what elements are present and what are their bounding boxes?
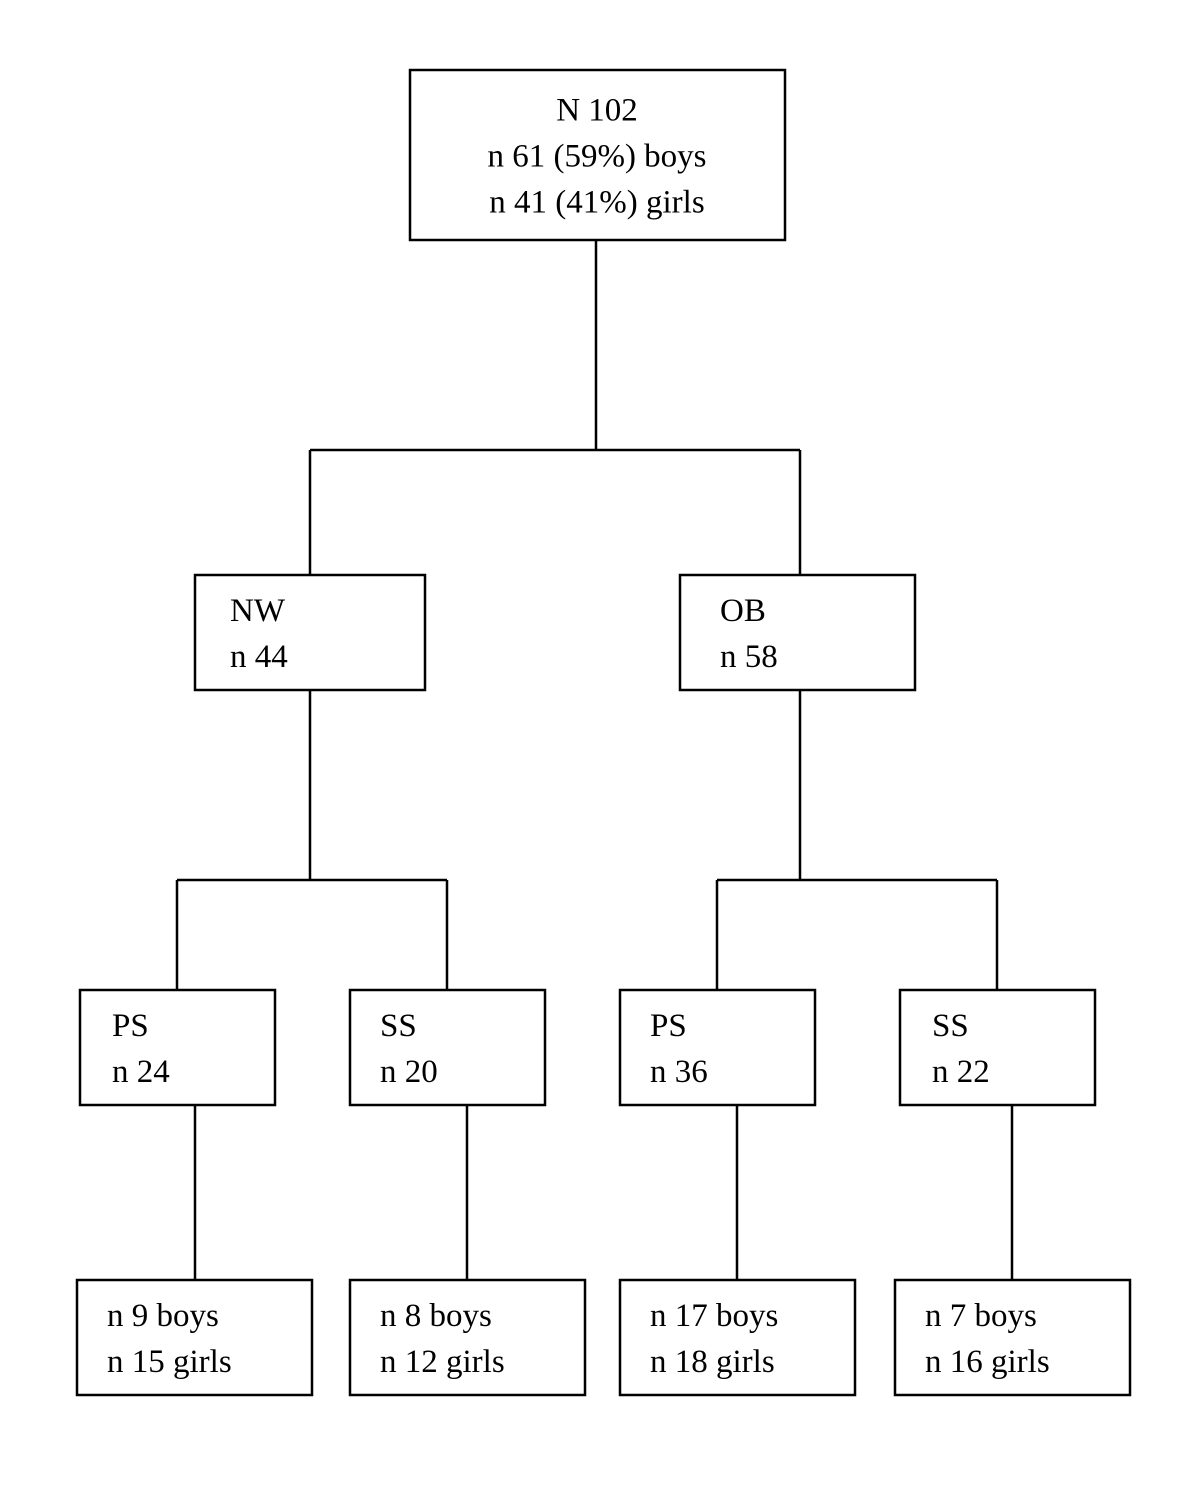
node-ob: OB n 58 <box>680 575 915 690</box>
node-ob_ps_detail: n 17 boys n 18 girls <box>620 1280 855 1395</box>
node-ob_ps: PS n 36 <box>620 990 815 1105</box>
node-text-line: n 24 <box>112 1054 170 1090</box>
node-text-line: n 12 girls <box>380 1344 505 1380</box>
node-text-line: n 7 boys <box>925 1298 1037 1334</box>
node-text-line: n 15 girls <box>107 1344 232 1380</box>
node-text-line: n 58 <box>720 639 778 675</box>
node-text-line: n 22 <box>932 1054 990 1090</box>
node-text-line: n 36 <box>650 1054 708 1090</box>
tree-diagram: N 102 n 61 (59%) boys n 41 (41%) girls NW n … <box>0 0 1200 1492</box>
node-text-line: n 61 (59%) boys <box>487 139 706 175</box>
node-text-line: n 20 <box>380 1054 438 1090</box>
node-nw_ss_detail: n 8 boys n 12 girls <box>350 1280 585 1395</box>
node-root: N 102 n 61 (59%) boys n 41 (41%) girls <box>410 70 785 240</box>
node-box <box>680 575 915 690</box>
node-nw: NW n 44 <box>195 575 425 690</box>
node-box <box>80 990 275 1105</box>
node-ob_ss_detail: n 7 boys n 16 girls <box>895 1280 1130 1395</box>
node-nw_ps: PS n 24 <box>80 990 275 1105</box>
node-nw_ps_detail: n 9 boys n 15 girls <box>77 1280 312 1395</box>
node-text-line: PS <box>112 1008 149 1044</box>
node-text-line: N 102 <box>556 93 638 129</box>
node-text-line: SS <box>932 1008 969 1044</box>
node-text-line: SS <box>380 1008 417 1044</box>
node-text-line: PS <box>650 1008 687 1044</box>
node-nw_ss: SS n 20 <box>350 990 545 1105</box>
node-text-line: n 8 boys <box>380 1298 492 1334</box>
node-box <box>900 990 1095 1105</box>
node-text-line: n 16 girls <box>925 1344 1050 1380</box>
node-text-line: n 17 boys <box>650 1298 778 1334</box>
node-text-line: n 18 girls <box>650 1344 775 1380</box>
node-text-line: n 9 boys <box>107 1298 219 1334</box>
node-text-line: OB <box>720 593 766 629</box>
node-text-line: n 41 (41%) girls <box>489 185 704 221</box>
node-text-line: NW <box>230 593 286 629</box>
node-ob_ss: SS n 22 <box>900 990 1095 1105</box>
node-text-line: n 44 <box>230 639 288 675</box>
